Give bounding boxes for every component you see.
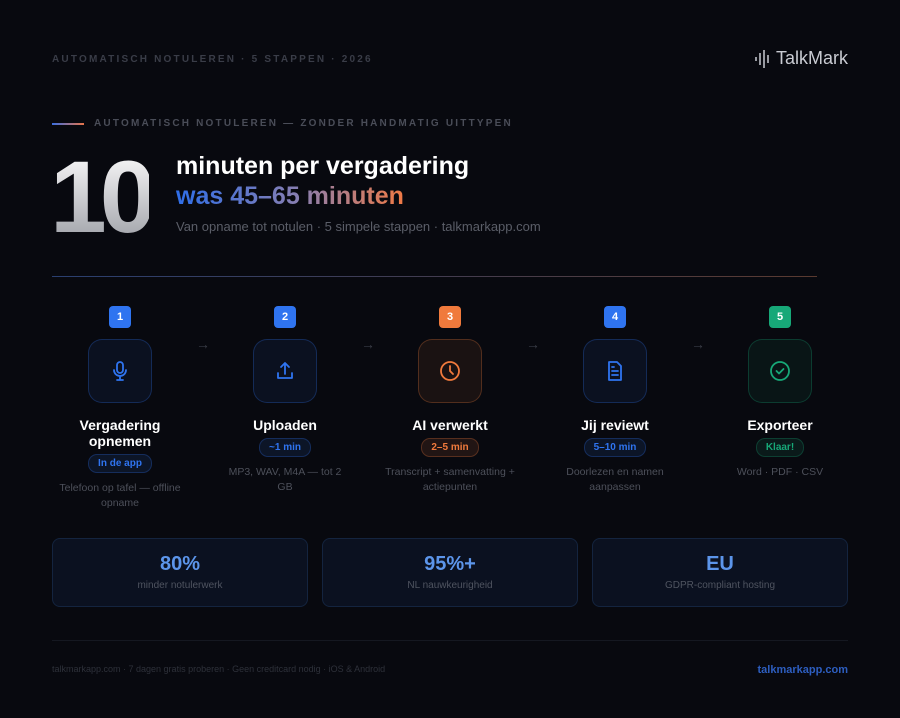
arrow-icon: →	[361, 336, 375, 352]
clock-icon	[440, 361, 460, 381]
logo: TalkMark	[754, 48, 848, 69]
step-title: Vergadering opnemen	[79, 417, 161, 449]
arrow-icon: →	[526, 336, 540, 352]
step-description: Doorlezen en namen aanpassen	[566, 466, 664, 493]
check-circle-icon	[770, 361, 790, 381]
step-1: 1 Vergadering opnemen In de app Telefoon…	[45, 306, 195, 511]
waveform-icon	[755, 49, 769, 68]
hero-title: minuten per vergadering	[176, 152, 470, 180]
logo-text: TalkMark	[775, 48, 848, 68]
step-description: Telefoon op tafel — offline opname	[59, 482, 181, 509]
step-time-badge: 2–5 min	[421, 438, 479, 457]
eyebrow-text: AUTOMATISCH NOTULEREN — ZONDER HANDMATIG…	[94, 118, 513, 129]
hero-subtitle: was 45–65 minuten	[176, 182, 404, 210]
upload-icon	[277, 362, 293, 379]
step-icon-box	[748, 339, 812, 403]
footer-link[interactable]: talkmarkapp.com	[757, 664, 848, 676]
step-time-badge: In de app	[88, 454, 152, 473]
step-5: 5 Exporteer Klaar! Word · PDF · CSV	[705, 306, 855, 480]
step-icon-box	[253, 339, 317, 403]
step-icon-box	[583, 339, 647, 403]
accent-line	[52, 122, 84, 125]
step-time-badge: ~1 min	[259, 438, 311, 457]
step-title: AI verwerkt	[412, 417, 488, 433]
step-description: Transcript + samenvatting + actiepunten	[385, 466, 515, 493]
stat-value: 80%	[159, 553, 201, 575]
microphone-icon	[113, 361, 127, 381]
footer-text: talkmarkapp.com · 7 dagen gratis probere…	[52, 664, 386, 674]
step-title: Jij reviewt	[581, 417, 649, 433]
document-icon	[608, 361, 622, 381]
step-number: 2	[274, 306, 296, 328]
stat-label: minder notulerwerk	[137, 580, 223, 591]
step-2: 2 Uploaden ~1 min MP3, WAV, M4A — tot 2 …	[210, 306, 360, 495]
step-time-badge: 5–10 min	[583, 438, 647, 457]
step-description: Word · PDF · CSV	[736, 466, 824, 478]
arrow-icon: →	[196, 336, 210, 352]
stat-card: 95%+ NL nauwkeurigheid	[322, 538, 578, 607]
big-number: 10	[50, 140, 157, 254]
step-3: 3 AI verwerkt 2–5 min Transcript + samen…	[375, 306, 525, 495]
stat-value: 95%+	[424, 553, 476, 575]
divider	[52, 276, 817, 277]
stat-label: NL nauwkeurigheid	[407, 580, 493, 591]
step-icon-box	[418, 339, 482, 403]
footer-divider	[52, 640, 848, 641]
eyebrow: AUTOMATISCH NOTULEREN — ZONDER HANDMATIG…	[52, 118, 513, 129]
step-number: 3	[439, 306, 461, 328]
step-time-badge: Klaar!	[755, 438, 805, 457]
step-number: 5	[769, 306, 791, 328]
stat-label: GDPR-compliant hosting	[664, 580, 776, 591]
stat-value: EU	[706, 553, 734, 575]
step-number: 4	[604, 306, 626, 328]
step-title: Uploaden	[253, 417, 317, 433]
step-number: 1	[109, 306, 131, 328]
step-title: Exporteer	[747, 417, 813, 433]
hero-caption: Van opname tot notulen · 5 simpele stapp…	[176, 219, 541, 234]
stat-card: EU GDPR-compliant hosting	[592, 538, 848, 607]
stat-card: 80% minder notulerwerk	[52, 538, 308, 607]
step-icon-box	[88, 339, 152, 403]
step-4: 4 Jij reviewt 5–10 min Doorlezen en name…	[540, 306, 690, 495]
header-kicker: AUTOMATISCH NOTULEREN · 5 STAPPEN · 2026	[52, 54, 373, 65]
step-description: MP3, WAV, M4A — tot 2 GB	[228, 466, 342, 493]
arrow-icon: →	[691, 336, 705, 352]
